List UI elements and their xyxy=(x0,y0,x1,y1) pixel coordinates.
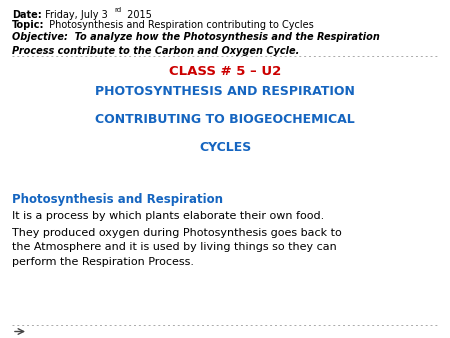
Text: CLASS # 5 – U2: CLASS # 5 – U2 xyxy=(169,65,281,78)
Text: Friday, July 3: Friday, July 3 xyxy=(42,10,108,20)
Text: CYCLES: CYCLES xyxy=(199,141,251,154)
Text: PHOTOSYNTHESIS AND RESPIRATION: PHOTOSYNTHESIS AND RESPIRATION xyxy=(95,85,355,98)
Text: rd: rd xyxy=(114,6,121,13)
Text: Objective:  To analyze how the Photosynthesis and the Respiration
Process contri: Objective: To analyze how the Photosynth… xyxy=(12,32,380,55)
Text: They produced oxygen during Photosynthesis goes back to
the Atmosphere and it is: They produced oxygen during Photosynthes… xyxy=(12,228,342,267)
Text: Date:: Date: xyxy=(12,10,42,20)
Text: Topic:: Topic: xyxy=(12,20,45,30)
Text: CONTRIBUTING TO BIOGEOCHEMICAL: CONTRIBUTING TO BIOGEOCHEMICAL xyxy=(95,113,355,126)
Text: It is a process by which plants elaborate their own food.: It is a process by which plants elaborat… xyxy=(12,211,324,221)
Text: Photosynthesis and Respiration contributing to Cycles: Photosynthesis and Respiration contribut… xyxy=(46,20,314,30)
Text: Photosynthesis and Respiration: Photosynthesis and Respiration xyxy=(12,193,223,206)
Text: 2015: 2015 xyxy=(124,10,152,20)
